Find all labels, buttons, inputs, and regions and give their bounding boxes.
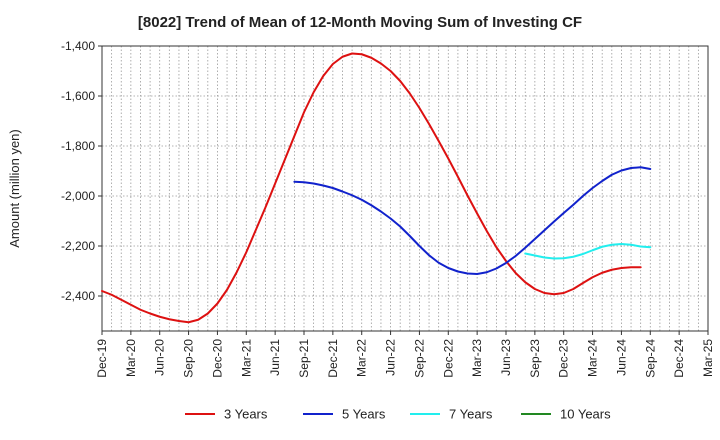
- y-tick-label: -1,400: [61, 39, 95, 53]
- chart-title: [8022] Trend of Mean of 12-Month Moving …: [137, 14, 583, 31]
- series-line-7-years: [524, 243, 652, 260]
- legend-label-10-years: 10 Years: [560, 407, 611, 422]
- y-tick-label: -2,000: [61, 189, 95, 203]
- plot-area: [102, 46, 708, 331]
- x-tick-label: Dec-20: [210, 339, 224, 378]
- series-line-5-years: [293, 166, 652, 275]
- x-tick-label: Mar-22: [355, 339, 369, 377]
- x-tick-label: Dec-22: [441, 339, 455, 378]
- plot-border: [101, 45, 709, 332]
- x-tick-label: Dec-23: [557, 339, 571, 378]
- x-tick-label: Dec-24: [672, 339, 686, 378]
- x-tick-label: Sep-20: [182, 339, 196, 378]
- x-tick-label: Jun-21: [268, 339, 282, 376]
- x-tick-label: Jun-22: [384, 339, 398, 376]
- y-tick-label: -2,400: [61, 289, 95, 303]
- legend-label-3-years: 3 Years: [224, 407, 268, 422]
- legend-label-7-years: 7 Years: [449, 407, 493, 422]
- x-tick-label: Jun-23: [499, 339, 513, 376]
- x-tick-label: Mar-23: [470, 339, 484, 377]
- x-tick-label: Sep-23: [528, 339, 542, 378]
- x-tick-label: Jun-24: [614, 339, 628, 376]
- x-tick-label: Mar-20: [124, 339, 138, 377]
- x-tick-label: Sep-22: [412, 339, 426, 378]
- x-tick-label: Mar-21: [239, 339, 253, 377]
- x-tick-label: Jun-20: [153, 339, 167, 376]
- x-tick-label: Dec-21: [326, 339, 340, 378]
- y-tick-label: -2,200: [61, 239, 95, 253]
- x-tick-label: Mar-25: [701, 339, 715, 377]
- y-axis-title: Amount (million yen): [7, 129, 22, 248]
- legend-label-5-years: 5 Years: [342, 407, 386, 422]
- x-tick-label: Sep-24: [643, 339, 657, 378]
- x-tick-label: Mar-24: [586, 339, 600, 377]
- y-tick-label: -1,600: [61, 89, 95, 103]
- x-tick-label: Dec-19: [95, 339, 109, 378]
- y-tick-label: -1,800: [61, 139, 95, 153]
- x-tick-label: Sep-21: [297, 339, 311, 378]
